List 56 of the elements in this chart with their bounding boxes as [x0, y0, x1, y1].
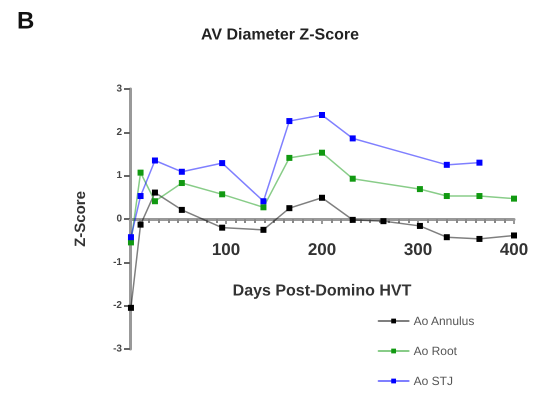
y-tick-label: 1 [116, 170, 122, 182]
point [350, 135, 356, 142]
point [260, 204, 266, 210]
point [138, 193, 144, 200]
point [476, 193, 482, 200]
point [219, 160, 226, 166]
point [128, 239, 134, 246]
point [138, 222, 144, 228]
y-tick-label: 3 [116, 84, 122, 94]
point [444, 234, 450, 240]
x-tick-label: 200 [308, 240, 336, 259]
point [511, 232, 517, 238]
legend-label: Ao STJ [414, 374, 453, 388]
point [511, 196, 517, 202]
point [380, 218, 386, 224]
x-tick-label: 300 [404, 240, 432, 259]
point [444, 162, 450, 168]
point [152, 198, 158, 204]
point [319, 194, 325, 201]
point [319, 112, 325, 118]
legend-label: Ao Annulus [414, 314, 474, 328]
point [416, 222, 423, 229]
point [319, 150, 325, 156]
point [416, 186, 423, 192]
point [219, 191, 226, 198]
point [286, 154, 292, 161]
point [219, 224, 226, 231]
y-tick-label: -1 [113, 256, 122, 268]
point [138, 170, 144, 176]
point [128, 304, 134, 311]
x-tick-label: 100 [212, 240, 240, 259]
point [444, 193, 450, 200]
point [260, 198, 266, 204]
point [260, 226, 266, 233]
point [476, 160, 482, 166]
chart-title: AV Diameter Z-Score [201, 26, 360, 44]
point [350, 216, 356, 223]
point [128, 234, 134, 240]
x-tick-label: 400 [500, 240, 528, 259]
y-tick-label: 2 [116, 126, 122, 138]
point [152, 190, 158, 196]
point [178, 206, 185, 213]
y-tick-label: -3 [113, 344, 122, 354]
x-axis-title: Days Post-Domino HVT [232, 282, 412, 300]
point [152, 158, 158, 164]
legend-label: Ao Root [414, 344, 458, 358]
y-tick-label: 0 [116, 214, 122, 224]
y-tick-label: -2 [113, 300, 122, 312]
point [476, 236, 482, 242]
point [286, 118, 292, 124]
y-axis-title: Z-Score [72, 191, 89, 247]
point [178, 168, 185, 175]
point [178, 180, 185, 186]
point [350, 176, 356, 182]
point [286, 205, 292, 212]
text: B [17, 8, 34, 34]
